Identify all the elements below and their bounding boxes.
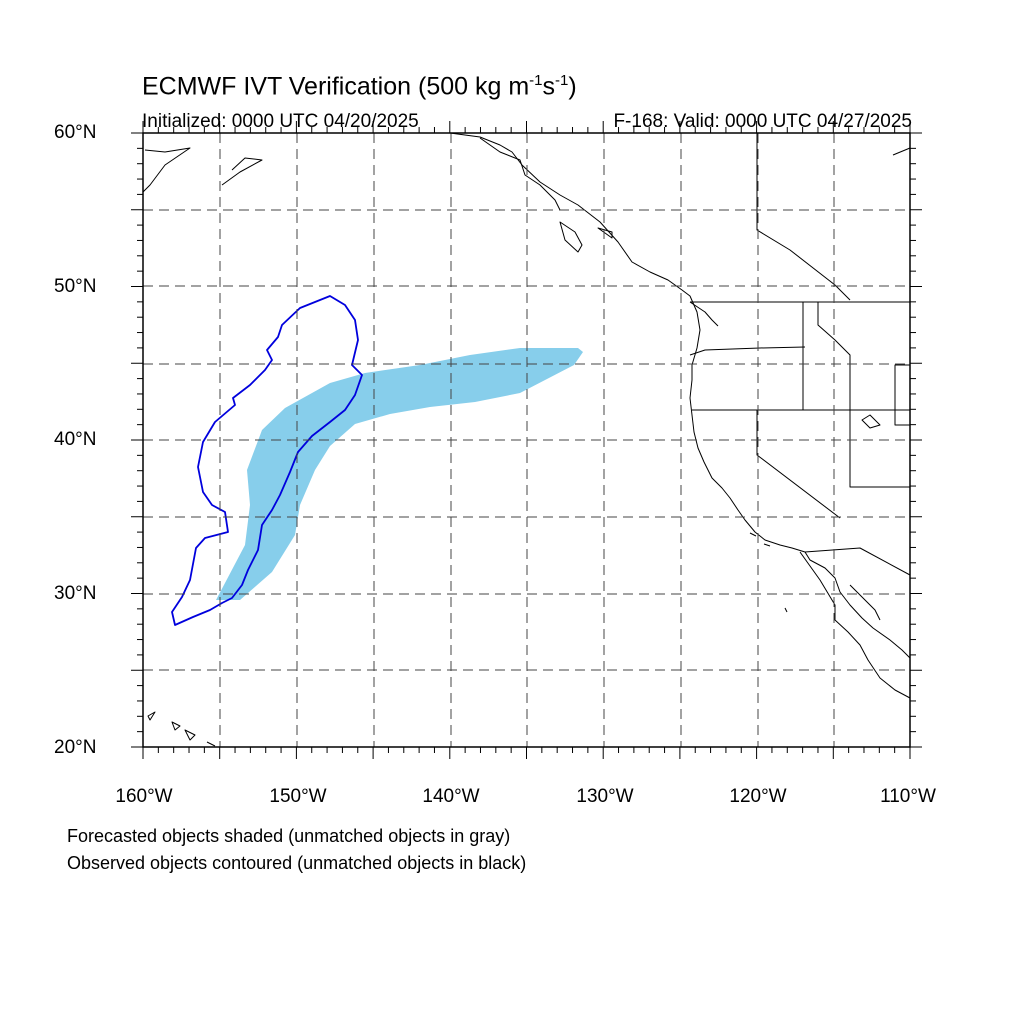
lon-label-110w: 110°W <box>880 786 936 807</box>
lat-label-50n: 50°N <box>54 276 97 297</box>
legend-note-observed: Observed objects contoured (unmatched ob… <box>67 853 527 873</box>
axis-ticks <box>131 121 922 759</box>
legend-note-forecast: Forecasted objects shaded (unmatched obj… <box>67 826 511 846</box>
map-title: ECMWF IVT Verification (500 kg m-1s-1) <box>142 72 577 101</box>
lat-label-60n: 60°N <box>54 122 97 143</box>
coastlines <box>142 132 911 747</box>
lon-label-160w: 160°W <box>115 786 173 807</box>
lon-label-140w: 140°W <box>422 786 480 807</box>
forecast-ivt-object <box>216 348 583 600</box>
lon-label-120w: 120°W <box>729 786 787 807</box>
observed-ivt-object <box>171 295 363 626</box>
grid-lines <box>143 133 910 747</box>
lon-label-150w: 150°W <box>269 786 327 807</box>
lon-label-130w: 130°W <box>576 786 634 807</box>
lat-label-30n: 30°N <box>54 583 97 604</box>
initialized-time: Initialized: 0000 UTC 04/20/2025 <box>142 111 419 132</box>
lat-label-20n: 20°N <box>54 737 97 758</box>
valid-time: F-168: Valid: 0000 UTC 04/27/2025 <box>613 111 912 132</box>
lat-label-40n: 40°N <box>54 429 97 450</box>
